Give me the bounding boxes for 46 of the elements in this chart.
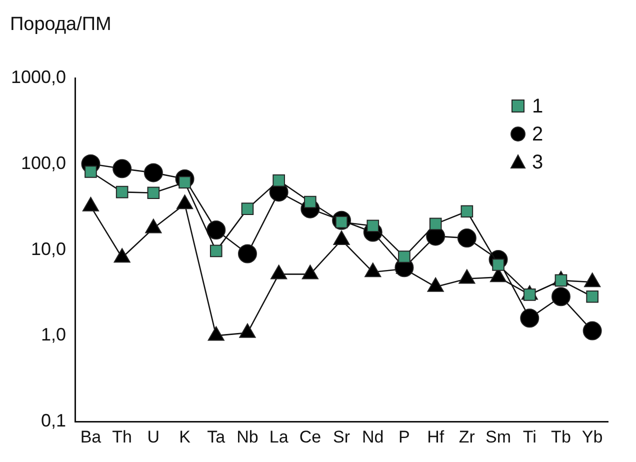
legend-label: 3 <box>532 152 544 174</box>
x-tick-label: Th <box>112 427 132 446</box>
point <box>551 287 570 306</box>
point <box>147 186 160 200</box>
point <box>144 163 163 182</box>
point <box>238 244 257 264</box>
point <box>366 220 380 232</box>
y-axis-title: Порода/ПМ <box>10 14 112 36</box>
point <box>457 228 476 248</box>
point <box>241 202 254 215</box>
point <box>520 308 540 328</box>
point <box>429 218 442 230</box>
x-tick-label: Zr <box>458 427 476 446</box>
x-tick-label: P <box>398 427 410 446</box>
y-tick-label: 100,0 <box>21 152 66 173</box>
y-tick-label: 0,1 <box>41 410 66 431</box>
point <box>116 186 128 198</box>
point <box>398 250 410 263</box>
x-tick-label: Ta <box>207 427 226 446</box>
point <box>582 321 602 340</box>
point <box>460 205 474 218</box>
point <box>272 174 285 187</box>
legend-label: 2 <box>532 124 544 146</box>
x-tick-label: La <box>269 427 289 446</box>
x-tick-label: Nb <box>236 427 258 446</box>
y-tick-label: 10,0 <box>31 238 66 259</box>
x-tick-label: Ba <box>80 427 102 446</box>
legend-label: 1 <box>532 96 544 118</box>
x-tick-label: K <box>179 427 192 446</box>
x-tick-label: Nd <box>362 427 384 446</box>
x-tick-label: Sr <box>333 427 350 446</box>
x-tick-label: U <box>147 427 160 446</box>
x-tick-label: Ce <box>299 427 322 446</box>
point <box>304 196 316 208</box>
x-tick-label: Yb <box>582 427 603 446</box>
point <box>210 244 222 258</box>
point <box>206 220 226 240</box>
x-tick-label: Sm <box>486 427 512 446</box>
y-tick-label: 1,0 <box>41 324 66 345</box>
x-tick-label: Tb <box>551 427 571 446</box>
x-tick-label: Ti <box>522 427 536 446</box>
x-tick-label: Hf <box>427 427 444 446</box>
point <box>112 159 132 178</box>
y-tick-label: 1000,0 <box>10 66 66 87</box>
point <box>84 166 97 178</box>
point <box>586 290 598 303</box>
